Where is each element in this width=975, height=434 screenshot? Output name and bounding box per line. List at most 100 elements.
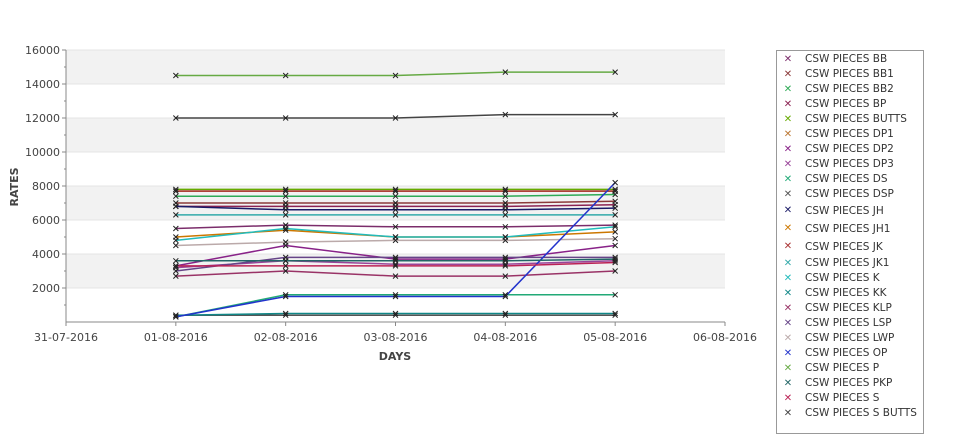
legend-marker-icon: ✕ [783,159,793,170]
x-tick-label: 01-08-2016 [144,331,208,344]
data-point-marker [392,186,399,193]
data-point-marker [392,273,399,279]
data-point-marker [392,193,399,200]
plot-band [66,118,725,152]
data-point-marker [502,273,509,279]
data-point-marker [612,259,619,266]
legend-item: ✕ CSW PIECES DP2 [777,142,923,157]
plot-band [66,84,725,118]
data-point-marker [502,69,509,75]
data-point-marker [612,188,619,194]
legend-item: ✕ CSW PIECES P [777,361,923,376]
data-point-marker [172,257,179,264]
data-point-marker [392,293,399,300]
data-point-marker [612,179,619,186]
data-point-marker [282,293,289,300]
legend-item: ✕ CSW PIECES DS [777,172,923,187]
data-point-marker [502,310,509,317]
data-point-marker [502,223,509,230]
data-point-marker [392,223,399,230]
data-point-marker [282,310,289,317]
data-point-marker [392,257,399,264]
data-point-marker [172,273,179,279]
legend-marker-icon: ✕ [783,205,793,216]
legend-item: ✕ CSW PIECES DP3 [777,157,923,172]
y-tick-label: 4000 [32,248,60,261]
legend-item: ✕ CSW PIECES BB2 [777,82,923,97]
data-point-marker [612,222,619,228]
data-point-marker [612,212,619,218]
y-tick-label: 2000 [32,282,60,295]
data-point-marker [502,212,509,218]
legend-item: ✕ CSW PIECES LWP [777,331,923,346]
x-tick-label: 03-08-2016 [364,331,428,344]
data-point-marker [612,291,619,298]
legend-label: CSW PIECES S BUTTS [805,407,917,419]
legend-item: ✕ CSW PIECES KLP [777,301,923,316]
legend-label: CSW PIECES KK [805,287,887,299]
legend-item: ✕ CSW PIECES PKP [777,376,923,391]
data-point-marker [172,188,179,194]
data-point-marker [172,72,179,79]
data-point-marker [282,188,289,194]
legend-label: CSW PIECES DS [805,173,888,185]
y-tick-label: 14000 [25,78,60,91]
data-point-marker [502,263,509,269]
legend-marker-icon: ✕ [783,84,793,95]
legend-marker-icon: ✕ [783,393,793,404]
legend-label: CSW PIECES P [805,362,880,374]
data-point-marker [612,205,619,211]
legend-label: CSW PIECES BUTTS [805,113,907,125]
data-point-marker [282,263,289,269]
data-point-marker [172,193,179,200]
data-point-marker [282,193,289,200]
legend-item: ✕ CSW PIECES BB1 [777,67,923,82]
data-point-marker [172,186,179,193]
data-point-marker [282,227,289,234]
y-axis-ticks: 2000 4000 6000 8000 10000 12000 14000 16000 [25,44,66,306]
data-point-marker [172,203,179,210]
legend-marker-icon: ✕ [783,54,793,65]
data-point-marker [502,237,509,244]
data-point-marker [612,268,619,274]
legend-label: CSW PIECES JK1 [805,257,890,269]
data-point-marker [502,186,509,193]
legend-label: CSW PIECES OP [805,347,888,359]
legend-marker-icon: ✕ [783,273,793,284]
data-point-marker [612,235,619,242]
legend-label: CSW PIECES BB [805,53,888,65]
data-point-marker [392,291,399,298]
data-point-marker [282,312,289,319]
data-point-marker [172,225,179,232]
data-point-marker [612,223,619,230]
data-point-marker [502,312,509,319]
plot-band [66,152,725,186]
legend-label: CSW PIECES DSP [805,188,894,200]
legend-marker-icon: ✕ [783,174,793,185]
data-point-marker [392,115,399,121]
legend-item: ✕ CSW PIECES DP1 [777,127,923,142]
legend-label: CSW PIECES DP3 [805,158,894,170]
data-point-marker [172,268,179,274]
legend-marker-icon: ✕ [783,318,793,329]
data-point-marker [172,314,179,320]
data-point-marker [612,111,619,118]
legend-label: CSW PIECES LWP [805,332,895,344]
data-point-marker [502,293,509,300]
data-point-marker [392,256,399,262]
data-point-marker [172,115,179,121]
y-tick-label: 10000 [25,146,60,159]
legend: ✕ CSW PIECES BB ✕ CSW PIECES BB1 ✕ CSW PIECES… [776,50,924,434]
legend-item: ✕ CSW PIECES S BUTTS [777,406,923,421]
y-tick-label: 12000 [25,112,60,125]
legend-marker-icon: ✕ [783,288,793,299]
data-point-marker [282,225,289,232]
legend-label: CSW PIECES DP2 [805,143,894,155]
y-axis-label: RATES [8,167,21,206]
data-point-marker [612,186,619,193]
legend-label: CSW PIECES S [805,392,880,404]
legend-marker-icon: ✕ [783,99,793,110]
legend-label: CSW PIECES K [805,272,880,284]
data-point-marker [282,257,289,264]
legend-item: ✕ CSW PIECES JK1 [777,256,923,271]
